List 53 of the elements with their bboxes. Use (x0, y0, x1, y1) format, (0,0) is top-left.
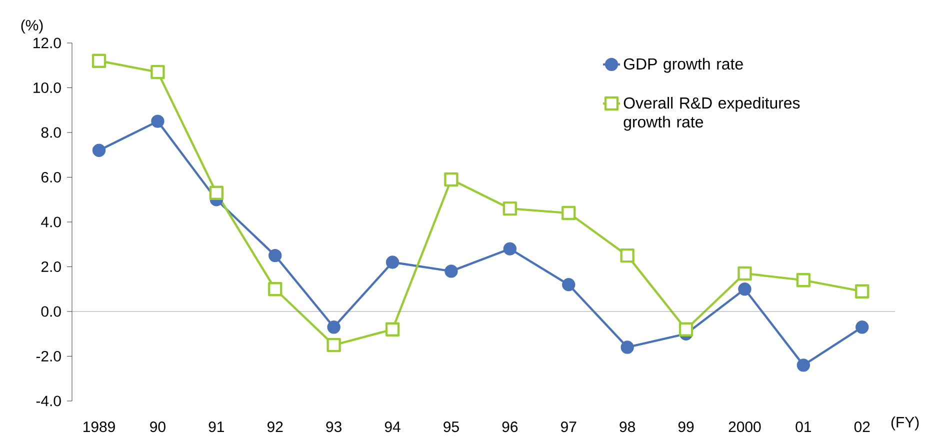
x-tick-label: 98 (620, 422, 635, 432)
x-tick-label: 95 (444, 422, 459, 432)
point (386, 256, 400, 269)
y-tick-label: 2.0 (41, 261, 61, 272)
point (562, 278, 576, 292)
point (738, 266, 752, 281)
y-tick-label: 8.0 (41, 127, 61, 138)
point (444, 172, 458, 187)
y-tick-label: 10.0 (34, 82, 61, 94)
point (385, 322, 400, 336)
x-tick-label: 93 (326, 422, 342, 432)
point (796, 358, 810, 372)
x-axis-title: (FY) (891, 416, 919, 430)
x-tick-label: 94 (384, 422, 400, 432)
point (562, 206, 576, 220)
point (796, 273, 811, 288)
y-tick-label: 12.0 (34, 38, 61, 48)
x-tick-label: 02 (854, 422, 870, 432)
y-tick-label: 4.0 (41, 216, 61, 228)
point (503, 242, 517, 256)
point (678, 322, 694, 336)
point (855, 284, 870, 298)
point (92, 54, 106, 68)
point (620, 248, 634, 263)
point (209, 186, 224, 200)
point (620, 340, 634, 354)
y-tick-label: 6.0 (41, 172, 61, 183)
point (268, 248, 282, 262)
x-tick-label: 90 (150, 422, 166, 432)
x-tick-label: 2000 (728, 422, 761, 432)
point (151, 114, 164, 128)
x-tick-label: 96 (502, 422, 518, 432)
point (444, 264, 458, 278)
legend-label: Overall R&D expeditures growth rate (624, 96, 800, 131)
point (326, 338, 341, 352)
x-tick-label: 91 (208, 422, 224, 432)
x-tick-label: 99 (678, 422, 694, 432)
point (856, 320, 869, 334)
point (327, 320, 340, 334)
y-tick-label: -4.0 (36, 396, 61, 406)
x-tick-label: 01 (796, 422, 812, 432)
point (738, 282, 752, 296)
point (150, 64, 165, 80)
y-tick-label: 0.0 (41, 306, 61, 317)
point (268, 282, 282, 296)
x-tick-label: 92 (268, 422, 283, 432)
point (92, 144, 106, 157)
x-tick-label: 1989 (84, 422, 115, 432)
y-tick-label: -2.0 (36, 350, 61, 362)
legend-label: GDP growth rate (624, 58, 743, 73)
x-tick-label: 97 (561, 422, 576, 432)
y-axis-title: (%) (21, 20, 43, 34)
point (502, 201, 518, 216)
